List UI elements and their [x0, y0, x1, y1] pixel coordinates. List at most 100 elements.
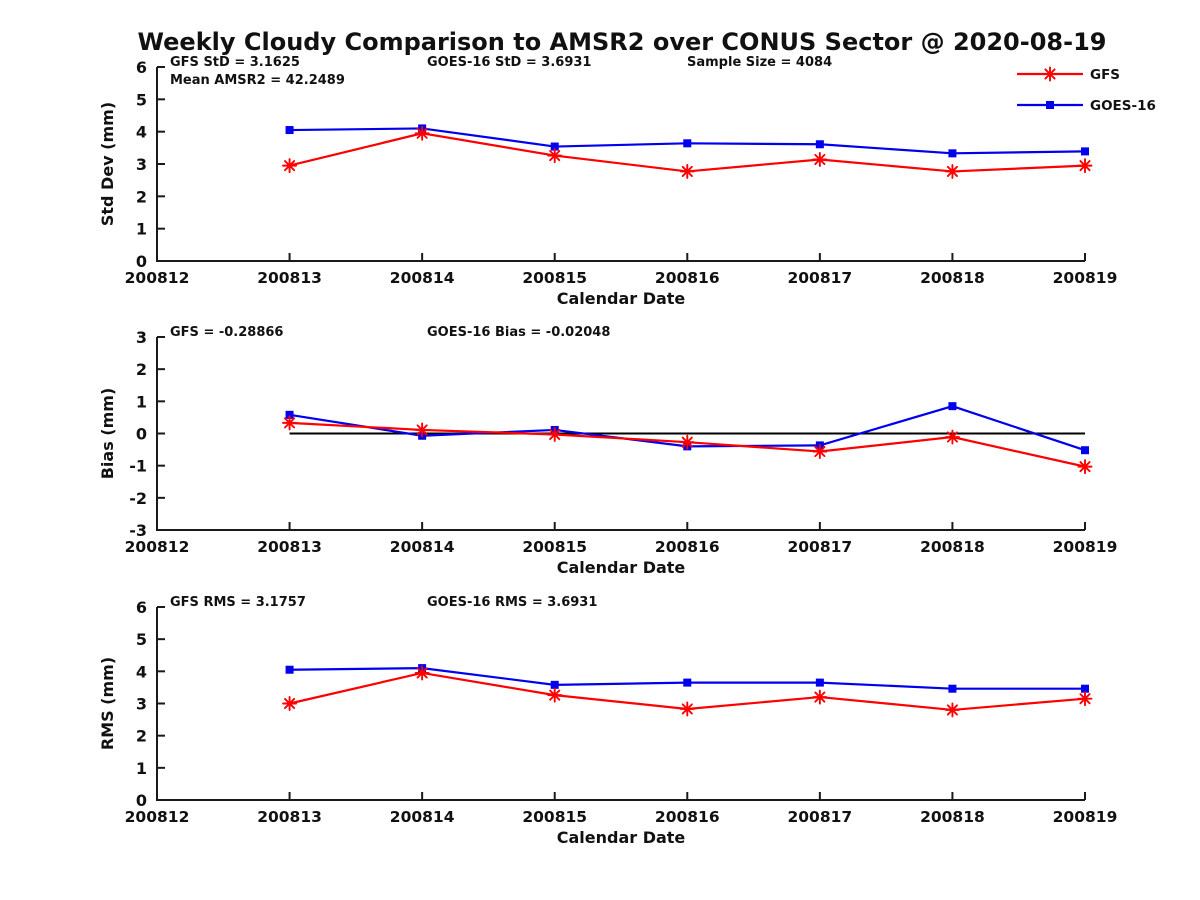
series-marker-goes-16	[285, 410, 294, 419]
x-tick-label: 200818	[920, 808, 985, 826]
series-marker-goes-16	[815, 140, 824, 149]
asterisk-spoke	[814, 445, 826, 458]
series-marker-gfs	[414, 665, 430, 681]
legend-label: GFS	[1090, 67, 1120, 83]
annotation-text: GFS StD = 3.1625	[170, 55, 300, 70]
series-marker-gfs	[282, 696, 298, 711]
y-axis-label: Bias (mm)	[98, 388, 117, 480]
figure-title: Weekly Cloudy Comparison to AMSR2 over C…	[137, 28, 1107, 56]
subplot-std-dev-mm: 0 1 2 3 4 5 6 200812 200813 200814 200815 200816 200…	[98, 55, 1117, 308]
series-marker-gfs	[414, 422, 430, 438]
x-tick-label: 200817	[787, 808, 852, 826]
series-marker-gfs	[679, 434, 695, 450]
y-tick-label: 1	[136, 759, 147, 778]
x-tick-label: 200813	[257, 269, 322, 287]
series-marker-goes-16	[1081, 147, 1089, 156]
x-tick-label: 200815	[522, 538, 587, 556]
subplot-rms-mm: 0 1 2 3 4 5 6 200812 200813 200814 200815 200816 200…	[98, 595, 1117, 847]
x-tick-label: 200819	[1053, 269, 1118, 287]
series-goes-16	[285, 124, 1089, 158]
legend-label: GOES-16	[1090, 98, 1156, 114]
y-tick-label: 2	[136, 360, 147, 379]
annotation-text: GFS RMS = 3.1757	[170, 595, 306, 610]
x-axis-label: Calendar Date	[557, 558, 686, 577]
series-marker-goes-16	[683, 678, 692, 687]
y-tick-label: 1	[136, 220, 147, 239]
y-tick-label: 4	[136, 123, 147, 142]
series-marker-goes-16	[1081, 446, 1089, 455]
annotation-text: GFS = -0.28866	[170, 325, 283, 340]
y-tick-label: 0	[136, 252, 147, 271]
x-tick-label: 200813	[257, 808, 322, 826]
x-tick-label: 200815	[522, 269, 587, 287]
series-marker-gfs	[812, 689, 828, 705]
y-tick-label: 0	[136, 425, 147, 444]
y-tick-label: -1	[129, 457, 147, 476]
x-axis-label: Calendar Date	[557, 828, 686, 847]
asterisk-spoke	[814, 691, 826, 703]
y-tick-label: 0	[136, 791, 147, 810]
annotation-text: GOES-16 RMS = 3.6931	[427, 595, 597, 610]
x-tick-label: 200814	[390, 538, 455, 556]
series-gfs	[282, 415, 1093, 475]
y-tick-label: 2	[136, 187, 147, 206]
series-marker-goes-16	[285, 665, 294, 674]
asterisk-spoke	[284, 417, 296, 429]
asterisk-spoke	[1079, 693, 1091, 705]
asterisk-spoke	[284, 160, 296, 172]
y-tick-label: 1	[136, 392, 147, 411]
series-marker-gfs	[414, 125, 430, 141]
y-tick-label: 2	[136, 727, 147, 746]
asterisk-spoke	[416, 667, 428, 679]
x-tick-label: 200812	[125, 808, 190, 826]
series-marker-goes-16	[948, 149, 957, 158]
series-marker-goes-16	[285, 126, 294, 135]
asterisk-spoke	[946, 165, 958, 177]
y-tick-label: 3	[136, 155, 147, 174]
x-tick-label: 200816	[655, 269, 720, 287]
x-tick-label: 200813	[257, 538, 322, 556]
x-tick-label: 200818	[920, 538, 985, 556]
x-tick-label: 200816	[655, 538, 720, 556]
series-goes-16	[285, 664, 1089, 693]
y-tick-label: 6	[136, 598, 147, 617]
series-gfs	[282, 665, 1093, 718]
series-marker-gfs	[547, 427, 563, 442]
legend-marker	[1042, 66, 1058, 82]
series-marker-gfs	[1077, 158, 1093, 174]
series-marker-gfs	[812, 444, 828, 459]
series-marker-goes-16	[1081, 684, 1089, 693]
series-marker-goes-16	[815, 678, 824, 687]
x-tick-label: 200814	[390, 269, 455, 287]
y-tick-label: 3	[136, 328, 147, 347]
y-tick-label: -3	[129, 521, 147, 540]
asterisk-spoke	[284, 697, 296, 710]
annotation-text: Mean AMSR2 = 42.2489	[170, 73, 345, 88]
y-tick-label: 5	[136, 630, 147, 649]
asterisk-spoke	[549, 689, 561, 701]
legend: GFS GOES-16	[1017, 66, 1156, 114]
asterisk-spoke	[1044, 68, 1056, 80]
y-tick-label: 3	[136, 695, 147, 714]
x-tick-label: 200812	[125, 538, 190, 556]
annotation-text: GOES-16 StD = 3.6931	[427, 55, 591, 70]
y-tick-label: 6	[136, 58, 147, 77]
asterisk-spoke	[681, 703, 693, 715]
subplot-bias-mm: -3 -2 -1 0 1 2 3 200812 200813 200814 200815 200816…	[98, 325, 1117, 577]
series-marker-goes-16	[948, 684, 957, 693]
asterisk-spoke	[681, 165, 693, 177]
series-marker-goes-16	[683, 139, 692, 148]
x-tick-label: 200812	[125, 269, 190, 287]
series-marker-gfs	[282, 415, 298, 431]
series-marker-gfs	[944, 702, 960, 718]
series-marker-gfs	[1077, 691, 1093, 707]
asterisk-spoke	[1079, 461, 1091, 473]
series-gfs	[282, 125, 1093, 179]
x-tick-label: 200818	[920, 269, 985, 287]
asterisk-spoke	[416, 127, 428, 139]
asterisk-spoke	[681, 436, 693, 448]
series-marker-goes-16	[948, 402, 957, 411]
series-marker-gfs	[547, 687, 563, 703]
